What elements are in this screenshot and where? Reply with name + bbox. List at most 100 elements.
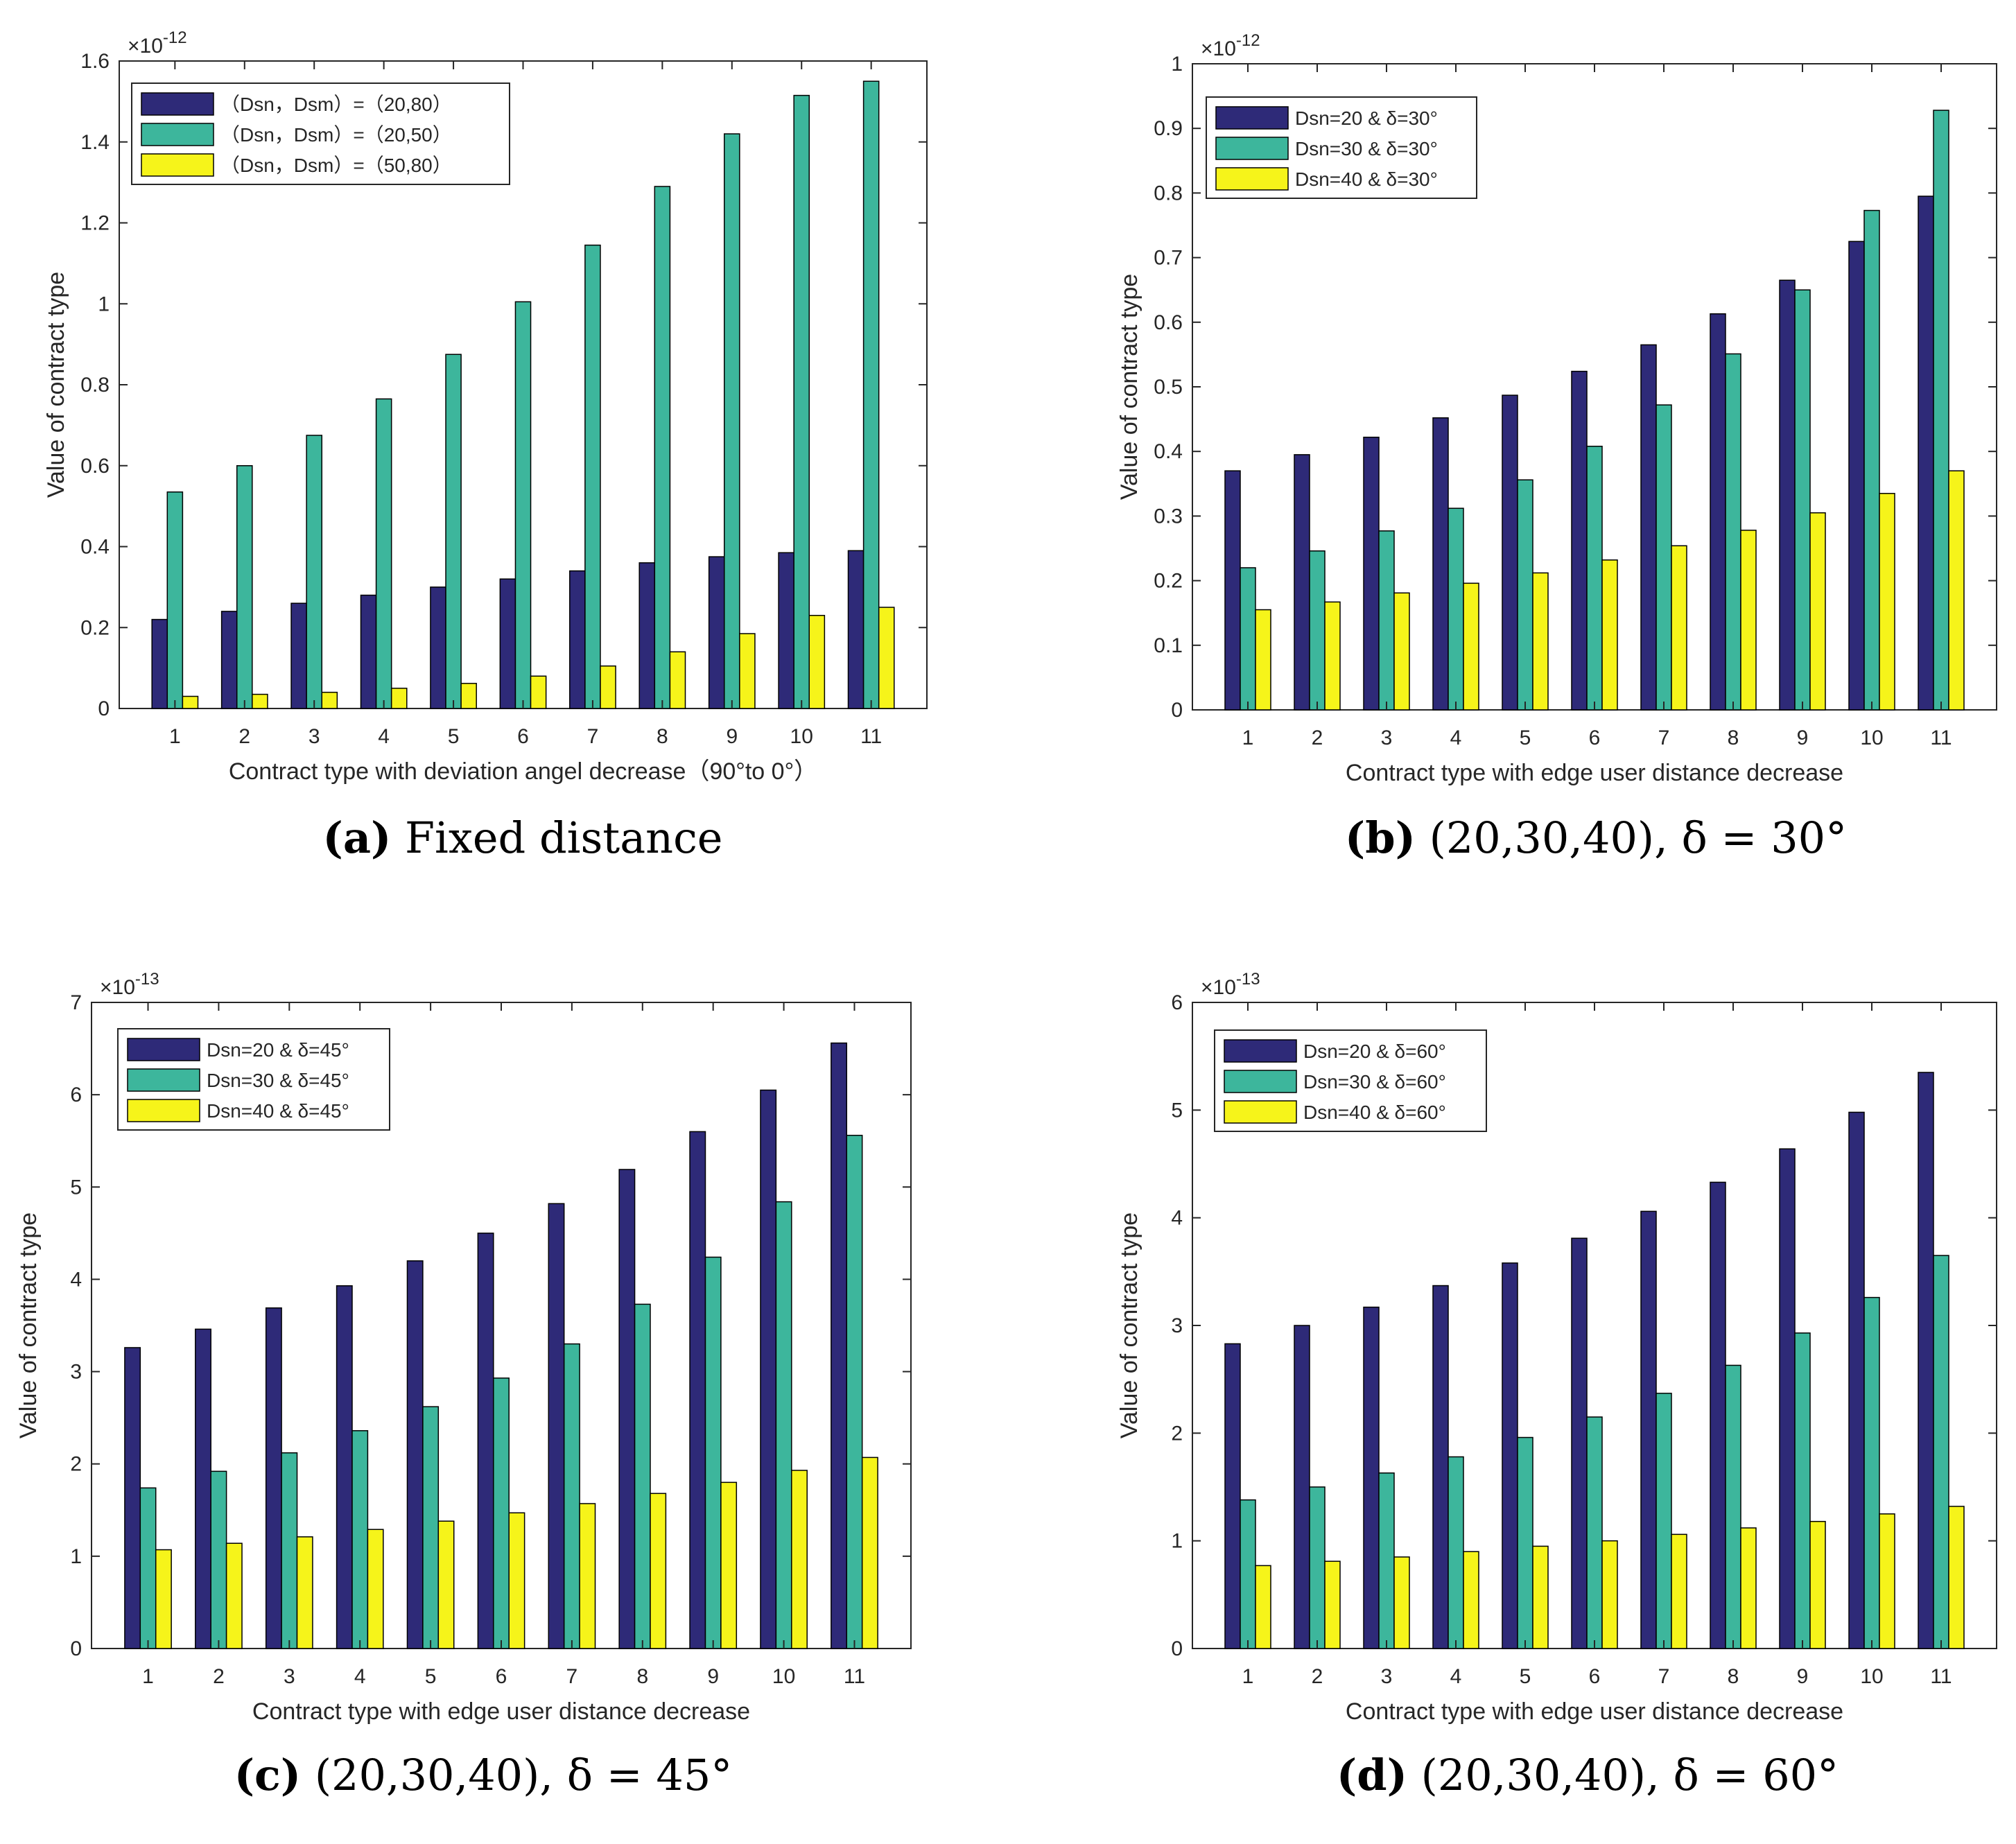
- bar-series-3-cat-5: [437, 1520, 455, 1649]
- bar-series-3-cat-4: [1463, 1551, 1479, 1649]
- bar-series-1-cat-2: [195, 1328, 211, 1649]
- y-tick-label: 5: [1171, 1099, 1183, 1122]
- x-tick-label: 8: [657, 725, 668, 748]
- y-tick-label: 1.6: [80, 50, 110, 73]
- bar-series-3-cat-8: [1740, 1527, 1757, 1649]
- x-tick-label: 5: [448, 725, 460, 748]
- exponent-power: -12: [163, 28, 187, 47]
- bar-series-1-cat-2: [1294, 1325, 1310, 1649]
- x-tick-label: 4: [354, 1665, 366, 1688]
- panel-caption: (d) (20,30,40), δ = 60°: [1337, 1750, 1839, 1800]
- legend-label-1: Dsn=20 & δ=45°: [207, 1039, 349, 1061]
- y-tick-label: 0.2: [1154, 570, 1183, 593]
- bar-series-3-cat-7: [579, 1503, 596, 1649]
- bar-series-2-cat-8: [1725, 353, 1741, 711]
- x-tick-label: 10: [790, 725, 813, 748]
- bar-series-2-cat-6: [514, 301, 532, 709]
- x-tick-label: 4: [378, 725, 390, 748]
- legend-label-1: Dsn=20 & δ=60°: [1303, 1041, 1446, 1062]
- x-tick-label: 9: [726, 725, 738, 748]
- x-tick-label: 8: [636, 1665, 648, 1688]
- x-tick-label: 2: [213, 1665, 225, 1688]
- legend-swatch-2: [127, 1068, 200, 1092]
- x-tick-label: 8: [1728, 1665, 1739, 1688]
- bar-series-1-cat-8: [1710, 1181, 1726, 1649]
- bar-series-1-cat-11: [831, 1042, 848, 1649]
- y-tick-label: 0.1: [1154, 634, 1183, 657]
- x-tick-label: 4: [1450, 727, 1462, 749]
- y-tick-label: 2: [1171, 1422, 1183, 1445]
- bar-series-3-cat-5: [460, 683, 477, 709]
- y-axis: 0 1 2 3 4 5 6: [1171, 991, 1997, 1660]
- bar-series-3-cat-10: [808, 614, 826, 709]
- bar-series-1-cat-10: [1848, 241, 1865, 711]
- x-tick-label: 11: [1930, 1665, 1952, 1688]
- bar-series-1-cat-1: [1224, 1343, 1241, 1649]
- bar-series-2-cat-5: [445, 354, 462, 709]
- y-axis-label: Value of contract type: [1116, 274, 1142, 500]
- bar-series-1-cat-7: [569, 570, 586, 709]
- x-tick-label: 5: [1520, 1665, 1531, 1688]
- y-tick-label: 0.6: [80, 455, 110, 478]
- y-tick-label: 0: [70, 1637, 82, 1660]
- bar-series-2-cat-2: [1309, 550, 1326, 711]
- y-axis: 0 0.2 0.4 0.6 0.8 1 1.2 1.4 1.6: [80, 50, 927, 720]
- bar-series-1-cat-10: [760, 1089, 777, 1649]
- bar-series-1-cat-8: [638, 562, 656, 709]
- bar-series-3-cat-1: [1255, 609, 1271, 711]
- bar-series-3-cat-4: [367, 1529, 384, 1649]
- bar-series-1-cat-10: [1848, 1111, 1865, 1649]
- bar-group: [151, 80, 895, 709]
- x-tick-label: 5: [1520, 727, 1531, 749]
- bar-series-1-cat-5: [1502, 394, 1518, 711]
- bar-series-2-cat-2: [236, 465, 253, 709]
- bar-series-2-cat-10: [793, 94, 810, 709]
- legend-swatch-3: [1224, 1100, 1297, 1124]
- x-tick-label: 10: [1860, 727, 1883, 749]
- bar-series-1-cat-6: [477, 1233, 494, 1649]
- y-axis: 0 1 2 3 4 5 6 7: [70, 991, 911, 1660]
- legend-label-3: Dsn=40 & δ=60°: [1303, 1102, 1446, 1123]
- bar-series-3-cat-7: [1671, 1533, 1687, 1649]
- caption-text: (20,30,40), δ = 45°: [301, 1750, 732, 1800]
- bar-series-3-cat-8: [650, 1493, 667, 1649]
- legend-label-2: Dsn=30 & δ=60°: [1303, 1071, 1446, 1093]
- bar-series-3-cat-6: [1601, 559, 1618, 711]
- x-tick-label: 7: [587, 725, 599, 748]
- exponent-label: ×10-12: [1201, 31, 1260, 60]
- bar-series-2-cat-3: [1378, 1472, 1395, 1649]
- bar-series-3-cat-1: [182, 695, 199, 709]
- bar-series-3-cat-9: [1809, 512, 1826, 711]
- caption-letter: (c): [234, 1750, 301, 1800]
- legend-swatch-1: [141, 92, 214, 116]
- bar-series-2-cat-4: [351, 1430, 369, 1649]
- bar-series-1-cat-5: [1502, 1262, 1518, 1649]
- x-tick-label: 6: [1589, 727, 1601, 749]
- legend: Dsn=20 & δ=60° Dsn=30 & δ=60° Dsn=40 & δ=6…: [1214, 1029, 1487, 1132]
- exponent-base: ×10: [128, 35, 163, 58]
- bar-series-2-cat-3: [306, 435, 323, 709]
- y-tick-label: 5: [70, 1176, 82, 1199]
- legend-swatch-1: [127, 1038, 200, 1061]
- bar-series-2-cat-10: [775, 1201, 792, 1649]
- bar-series-3-cat-9: [720, 1481, 738, 1649]
- y-tick-label: 3: [70, 1361, 82, 1384]
- legend: （Dsn，Dsm）=（20,80） （Dsn，Dsm）=（20,50） （Dsn，D…: [131, 82, 510, 185]
- bar-series-3-cat-11: [878, 607, 895, 709]
- y-axis-label: Value of contract type: [15, 1212, 42, 1438]
- bar-series-3-cat-3: [321, 691, 338, 709]
- bar-series-2-cat-11: [862, 80, 880, 709]
- caption-text: (20,30,40), δ = 60°: [1407, 1750, 1839, 1800]
- y-tick-label: 1: [1171, 53, 1183, 76]
- bar-series-2-cat-10: [1863, 1296, 1880, 1649]
- y-tick-label: 0: [98, 697, 110, 720]
- bar-series-1-cat-11: [1918, 1072, 1934, 1649]
- x-tick-label: 1: [142, 1665, 154, 1688]
- caption-letter: (b): [1345, 812, 1416, 863]
- bar-series-1-cat-4: [336, 1285, 353, 1649]
- bar-series-2-cat-11: [1933, 1255, 1949, 1649]
- panel-caption: (c) (20,30,40), δ = 45°: [234, 1750, 733, 1800]
- bar-series-3-cat-9: [739, 633, 756, 709]
- y-tick-label: 0.7: [1154, 247, 1183, 270]
